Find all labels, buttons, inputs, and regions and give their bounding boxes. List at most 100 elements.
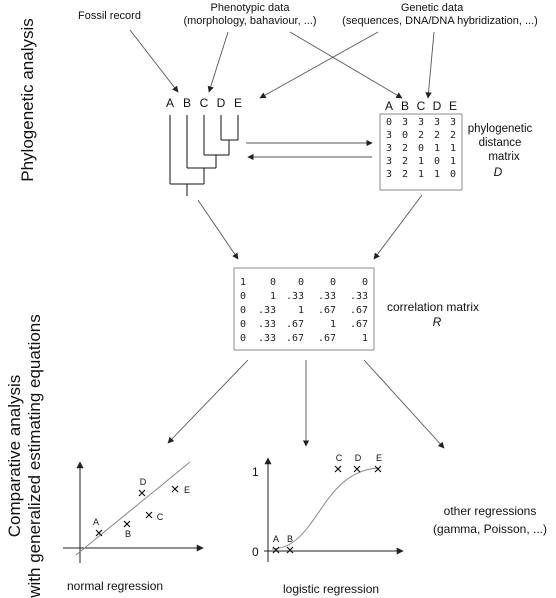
distance-matrix-symbol: D xyxy=(494,165,503,179)
logistic-point-d xyxy=(353,465,361,473)
distance-cell: 2 xyxy=(402,156,408,167)
distance-cell: 0 xyxy=(402,130,408,141)
correlation-cell: .67 xyxy=(350,319,368,330)
arrow-distance-to-correlation xyxy=(373,194,423,260)
logistic-point-b xyxy=(286,546,294,554)
normal-point-label: D xyxy=(140,477,147,487)
distance-cell: 2 xyxy=(434,130,440,141)
distance-cell: 3 xyxy=(402,117,408,128)
distance-cell: 3 xyxy=(418,117,424,128)
tree-taxon-e: E xyxy=(234,96,242,110)
tree-taxon-b: B xyxy=(183,96,191,110)
correlation-cell: .67 xyxy=(286,319,304,330)
correlation-matrix-cells: 1 0 0 0 0 0 1 .33 .33 .33 0 .33 1 .67 .67 0 .33 .67 1 .67 0.… xyxy=(240,277,368,344)
normal-regression-label: normal regression xyxy=(67,579,163,593)
dm-col-e: E xyxy=(449,99,457,113)
correlation-cell: .67 xyxy=(286,333,304,344)
correlation-cell: 0 xyxy=(330,277,336,288)
distance-cell: 1 xyxy=(450,143,456,154)
correlation-matrix-label: correlation matrix xyxy=(387,300,479,314)
logistic-point-label: C xyxy=(336,453,343,463)
correlation-matrix-symbol: R xyxy=(433,315,442,329)
logistic-regression-label: logistic regression xyxy=(283,582,379,596)
arrow-to-other-regressions xyxy=(363,359,445,449)
normal-point-a xyxy=(95,529,103,537)
distance-cell: 2 xyxy=(450,130,456,141)
normal-point-c xyxy=(145,511,153,519)
distance-cell: 3 xyxy=(386,156,392,167)
logistic-point-label: D xyxy=(355,453,362,463)
correlation-cell: .33 xyxy=(318,291,336,302)
dm-col-d: D xyxy=(433,99,442,113)
logistic-point-label: B xyxy=(287,534,293,544)
distance-matrix-cells: 0 3 3 3 33 0 2 2 23 2 0 1 13 2 1 0 13 2 1 1 0 xyxy=(386,117,456,180)
dm-col-c: C xyxy=(417,99,426,113)
phylogenetic-tree xyxy=(169,115,239,196)
distance-matrix-label-2: distance xyxy=(479,137,522,149)
correlation-matrix-box xyxy=(233,267,375,351)
other-regressions-examples: (gamma, Poisson, ...) xyxy=(433,522,547,536)
normal-regression-line xyxy=(75,461,191,556)
correlation-cell: .67 xyxy=(318,305,336,316)
logistic-y-bottom-label: 0 xyxy=(252,545,259,559)
dm-col-b: B xyxy=(401,99,409,113)
distance-cell: 0 xyxy=(418,143,424,154)
distance-cell: 3 xyxy=(386,130,392,141)
normal-point-b xyxy=(123,520,131,528)
distance-cell: 3 xyxy=(386,169,392,180)
correlation-cell: 0 xyxy=(240,305,246,316)
comparative-analysis-label: Comparative analysis xyxy=(5,375,24,538)
arrow-tree-to-correlation xyxy=(197,199,239,260)
tree-taxon-d: D xyxy=(217,96,226,110)
tree-taxa: A B C D E xyxy=(166,96,242,110)
correlation-cell: 1 xyxy=(362,333,368,344)
distance-cell: 2 xyxy=(402,169,408,180)
normal-point-label: A xyxy=(93,517,99,527)
correlation-cell: .67 xyxy=(318,333,336,344)
logistic-y-top-label: 1 xyxy=(252,465,259,479)
normal-point-label: E xyxy=(184,485,190,495)
gee-label: with generalized estimating equations xyxy=(25,314,44,598)
distance-cell: 0 xyxy=(386,117,392,128)
logistic-point-label: E xyxy=(376,453,382,463)
phylogenetic-analysis-label: Phylogenetic analysis xyxy=(18,18,37,181)
correlation-cell: 1 xyxy=(270,291,276,302)
genetic-data-label: Genetic data xyxy=(401,2,464,14)
distance-matrix-label-1: phylogenetic xyxy=(468,123,533,135)
dm-col-a: A xyxy=(385,99,393,113)
distance-matrix-label-3: matrix xyxy=(488,151,520,163)
tree-taxon-c: C xyxy=(200,96,209,110)
normal-point-e xyxy=(171,485,179,493)
phenotypic-data-detail: (morphology, bahaviour, ...) xyxy=(183,15,316,27)
distance-cell: 1 xyxy=(418,156,424,167)
correlation-cell: 1 xyxy=(298,305,304,316)
correlation-cell: 0 xyxy=(298,277,304,288)
correlation-cell: .33 xyxy=(350,291,368,302)
distance-cell: 2 xyxy=(418,130,424,141)
phenotypic-data-label: Phenotypic data xyxy=(211,2,291,14)
distance-matrix-header: A B C D E xyxy=(385,99,457,113)
arrow-fossil-to-tree xyxy=(129,29,179,93)
logistic-curve xyxy=(271,467,379,550)
correlation-cell: .33 xyxy=(258,333,276,344)
distance-cell: 1 xyxy=(434,169,440,180)
normal-points: A B C D E xyxy=(93,477,190,539)
logistic-point-c xyxy=(334,465,342,473)
arrow-pheno-to-matrix xyxy=(289,31,403,99)
correlation-cell: 0 xyxy=(240,319,246,330)
normal-regression-plot: A B C D E xyxy=(63,461,204,563)
correlation-cell: 0 xyxy=(240,333,246,344)
normal-point-label: C xyxy=(157,512,164,522)
distance-cell: 1 xyxy=(434,143,440,154)
distance-cell: 3 xyxy=(434,117,440,128)
logistic-point-a xyxy=(272,546,280,554)
correlation-cell: 1 xyxy=(330,319,336,330)
arrow-genetic-to-tree xyxy=(259,31,379,99)
logistic-point-label: A xyxy=(273,534,279,544)
normal-point-label: B xyxy=(125,529,131,539)
arrow-to-normal-regression xyxy=(167,359,249,444)
correlation-cell: 0 xyxy=(270,277,276,288)
tree-taxon-a: A xyxy=(166,96,174,110)
distance-cell: 3 xyxy=(386,143,392,154)
